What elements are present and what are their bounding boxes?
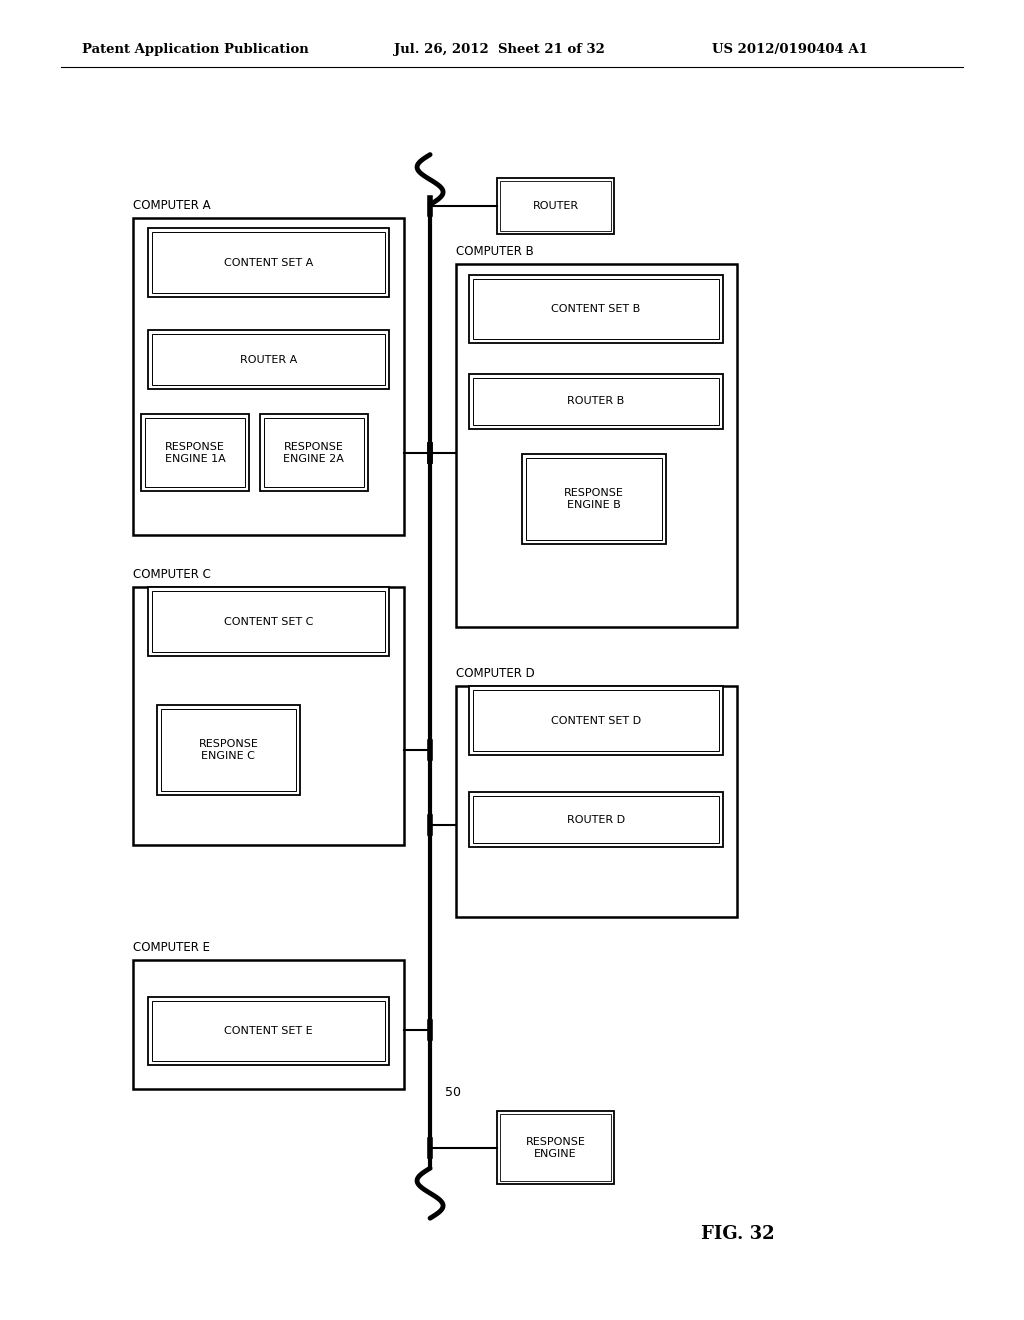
Bar bbox=[500, 1114, 611, 1181]
Bar bbox=[469, 686, 723, 755]
Bar bbox=[497, 178, 614, 234]
Bar bbox=[500, 181, 611, 231]
Bar bbox=[148, 587, 389, 656]
Bar bbox=[153, 1001, 385, 1061]
Bar bbox=[148, 997, 389, 1065]
Text: Jul. 26, 2012  Sheet 21 of 32: Jul. 26, 2012 Sheet 21 of 32 bbox=[394, 44, 605, 57]
Text: ROUTER D: ROUTER D bbox=[567, 814, 625, 825]
Text: CONTENT SET C: CONTENT SET C bbox=[224, 616, 313, 627]
Text: CONTENT SET E: CONTENT SET E bbox=[224, 1026, 313, 1036]
Bar bbox=[145, 418, 245, 487]
Bar bbox=[469, 374, 723, 429]
Bar bbox=[469, 275, 723, 343]
Text: COMPUTER E: COMPUTER E bbox=[133, 941, 210, 953]
Text: CONTENT SET A: CONTENT SET A bbox=[224, 257, 313, 268]
Text: Patent Application Publication: Patent Application Publication bbox=[82, 44, 308, 57]
Bar bbox=[473, 796, 719, 843]
Bar bbox=[148, 228, 389, 297]
Text: RESPONSE
ENGINE 1A: RESPONSE ENGINE 1A bbox=[165, 442, 225, 463]
Text: FIG. 32: FIG. 32 bbox=[701, 1225, 775, 1243]
Text: RESPONSE
ENGINE B: RESPONSE ENGINE B bbox=[564, 488, 624, 510]
Bar bbox=[157, 705, 300, 795]
Text: COMPUTER B: COMPUTER B bbox=[456, 246, 534, 257]
Text: ROUTER B: ROUTER B bbox=[567, 396, 625, 407]
Bar bbox=[473, 378, 719, 425]
Text: 50: 50 bbox=[445, 1086, 462, 1100]
Bar bbox=[133, 218, 404, 535]
Text: RESPONSE
ENGINE: RESPONSE ENGINE bbox=[525, 1137, 586, 1159]
Text: RESPONSE
ENGINE C: RESPONSE ENGINE C bbox=[199, 739, 258, 760]
Text: ROUTER: ROUTER bbox=[532, 201, 579, 211]
Text: RESPONSE
ENGINE 2A: RESPONSE ENGINE 2A bbox=[284, 442, 344, 463]
Bar bbox=[148, 330, 389, 389]
Bar bbox=[264, 418, 364, 487]
Bar bbox=[133, 960, 404, 1089]
Text: ROUTER A: ROUTER A bbox=[241, 355, 297, 364]
Text: COMPUTER C: COMPUTER C bbox=[133, 569, 211, 581]
Text: US 2012/0190404 A1: US 2012/0190404 A1 bbox=[712, 44, 867, 57]
Bar bbox=[456, 686, 737, 917]
Bar bbox=[469, 792, 723, 847]
Bar bbox=[526, 458, 662, 540]
Bar bbox=[161, 709, 296, 791]
Bar bbox=[133, 587, 404, 845]
Text: CONTENT SET B: CONTENT SET B bbox=[551, 304, 641, 314]
Text: COMPUTER A: COMPUTER A bbox=[133, 199, 211, 211]
Text: CONTENT SET D: CONTENT SET D bbox=[551, 715, 641, 726]
Bar bbox=[497, 1111, 614, 1184]
Bar bbox=[473, 690, 719, 751]
Bar bbox=[473, 279, 719, 339]
Bar bbox=[456, 264, 737, 627]
Bar bbox=[153, 232, 385, 293]
Text: COMPUTER D: COMPUTER D bbox=[456, 668, 535, 680]
Bar bbox=[522, 454, 666, 544]
Bar bbox=[153, 334, 385, 385]
Bar bbox=[141, 414, 249, 491]
Bar bbox=[153, 591, 385, 652]
Bar bbox=[260, 414, 368, 491]
